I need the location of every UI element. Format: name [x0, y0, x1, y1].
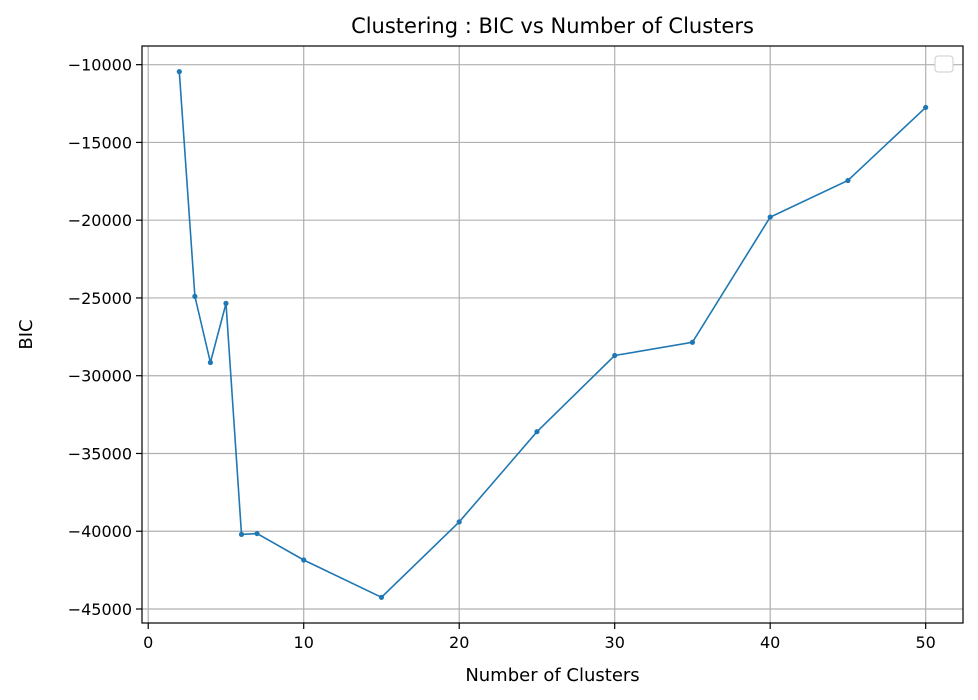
data-point — [689, 339, 696, 345]
data-point — [767, 214, 773, 220]
x-tick-label: 30 — [605, 633, 625, 652]
y-tick-label: −35000 — [68, 444, 132, 463]
data-point — [254, 530, 260, 537]
y-tick-label: −20000 — [68, 211, 132, 230]
data-point — [923, 104, 929, 111]
data-point — [207, 359, 214, 366]
data-point — [456, 519, 462, 525]
x-tick-label: 10 — [294, 633, 314, 652]
x-axis-label: Number of Clusters — [465, 665, 639, 686]
x-tick-label: 0 — [143, 633, 153, 652]
data-point — [238, 531, 245, 537]
data-point — [378, 594, 385, 600]
series-layer — [176, 69, 929, 600]
series-line — [178, 71, 927, 599]
axis-ticks: 0 10 20 30 40 50 −10000 −15000 −20000 −25000 −3000… — [68, 56, 936, 652]
y-tick-label: −30000 — [68, 367, 132, 386]
y-tick-label: −10000 — [68, 56, 132, 75]
y-tick-label: −40000 — [68, 522, 132, 541]
data-point — [176, 69, 182, 75]
y-axis-label: BIC — [16, 319, 37, 349]
legend-box — [934, 55, 954, 73]
grid-lines — [142, 46, 963, 623]
chart-title: Clustering : BIC vs Number of Clusters — [351, 14, 754, 38]
data-point — [612, 352, 618, 359]
y-tick-label: −15000 — [68, 133, 132, 152]
data-point — [192, 293, 198, 299]
x-tick-label: 40 — [760, 633, 780, 652]
y-tick-label: −25000 — [68, 289, 132, 308]
y-tick-label: −45000 — [68, 600, 132, 619]
x-tick-label: 50 — [916, 633, 936, 652]
data-point — [301, 557, 307, 563]
x-tick-label: 20 — [449, 633, 469, 652]
data-point — [223, 300, 229, 306]
plot-frame — [141, 45, 964, 624]
data-point — [845, 177, 851, 184]
data-point — [534, 429, 540, 435]
